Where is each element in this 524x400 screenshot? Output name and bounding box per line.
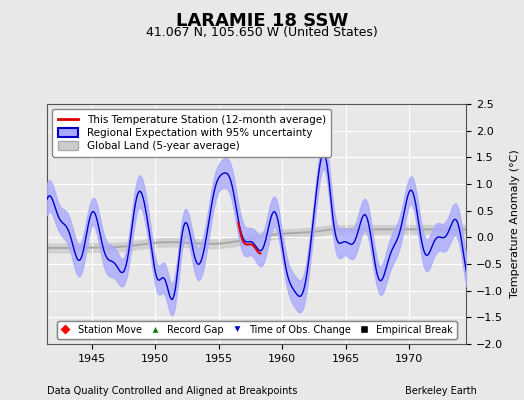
Text: LARAMIE 18 SSW: LARAMIE 18 SSW — [176, 12, 348, 30]
Text: Data Quality Controlled and Aligned at Breakpoints: Data Quality Controlled and Aligned at B… — [47, 386, 298, 396]
Y-axis label: Temperature Anomaly (°C): Temperature Anomaly (°C) — [510, 150, 520, 298]
Text: Berkeley Earth: Berkeley Earth — [405, 386, 477, 396]
Text: 41.067 N, 105.650 W (United States): 41.067 N, 105.650 W (United States) — [146, 26, 378, 39]
Legend: Station Move, Record Gap, Time of Obs. Change, Empirical Break: Station Move, Record Gap, Time of Obs. C… — [57, 321, 457, 339]
